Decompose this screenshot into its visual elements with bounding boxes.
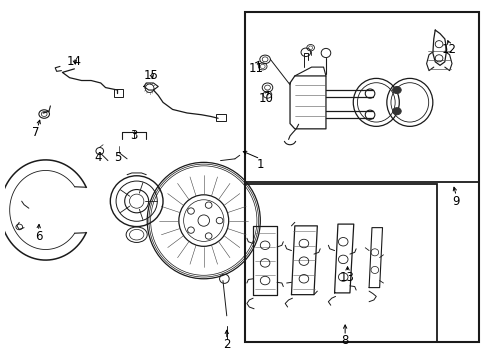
Text: 15: 15 xyxy=(143,69,158,82)
Text: 2: 2 xyxy=(223,338,230,351)
Text: 12: 12 xyxy=(441,43,456,56)
Text: 5: 5 xyxy=(114,150,121,163)
Text: 3: 3 xyxy=(130,129,138,143)
Text: 8: 8 xyxy=(341,334,348,347)
Text: 1: 1 xyxy=(256,158,264,171)
Text: 13: 13 xyxy=(339,270,354,284)
Text: 10: 10 xyxy=(258,93,273,105)
Text: 6: 6 xyxy=(35,230,42,243)
Text: 11: 11 xyxy=(248,62,264,75)
Text: 14: 14 xyxy=(67,55,81,68)
Ellipse shape xyxy=(392,108,400,115)
Text: 9: 9 xyxy=(451,195,459,208)
Bar xyxy=(245,184,436,342)
Bar xyxy=(114,89,122,97)
Text: 4: 4 xyxy=(94,150,102,163)
Ellipse shape xyxy=(392,86,400,94)
Bar xyxy=(215,114,226,121)
Bar xyxy=(245,12,478,342)
Text: 7: 7 xyxy=(32,126,40,139)
Bar xyxy=(245,13,478,182)
